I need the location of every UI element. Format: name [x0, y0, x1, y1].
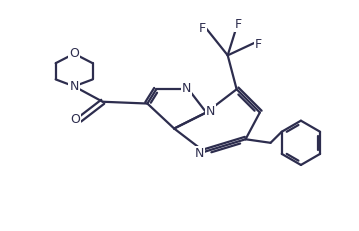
Text: O: O — [70, 113, 80, 126]
Text: F: F — [199, 22, 206, 35]
Text: F: F — [235, 18, 242, 31]
Text: N: N — [70, 80, 79, 93]
Text: F: F — [255, 38, 262, 51]
Text: N: N — [195, 147, 204, 160]
Text: O: O — [69, 47, 79, 60]
Text: N: N — [206, 105, 215, 118]
Text: N: N — [182, 82, 191, 95]
